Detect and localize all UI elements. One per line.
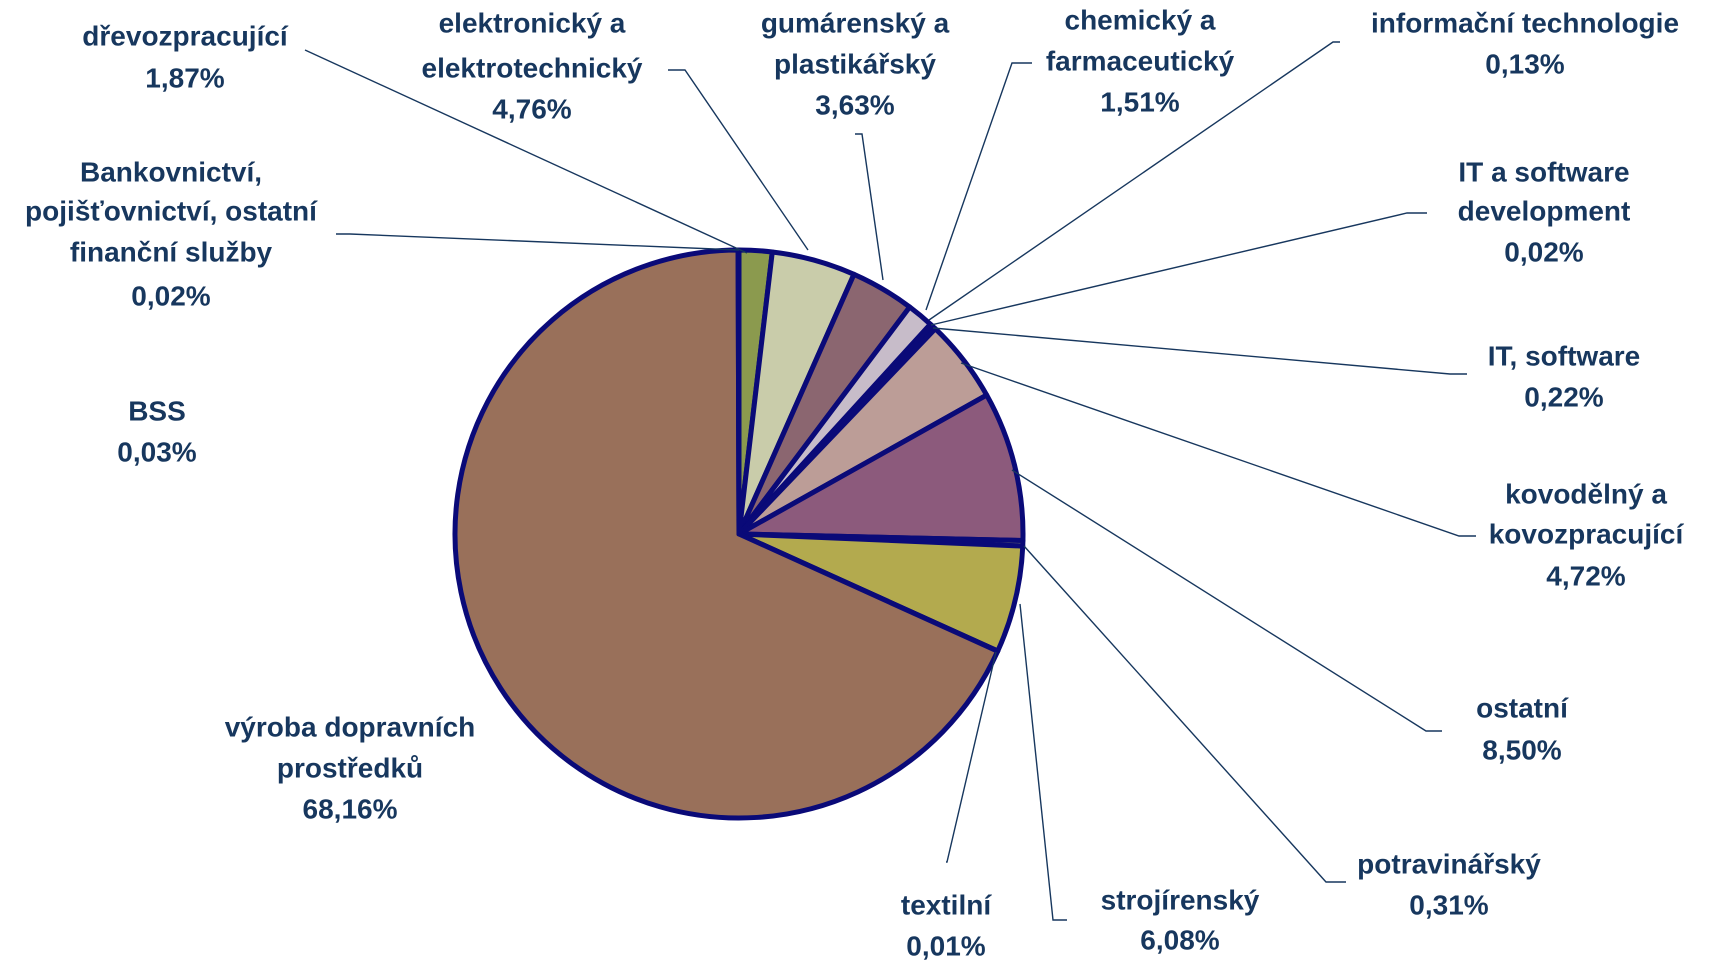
slice-value-label: 0,31% (1409, 889, 1488, 920)
slice-name-label: development (1458, 195, 1631, 226)
leader-line (855, 133, 884, 281)
slice-name-label: farmaceutický (1046, 45, 1235, 76)
slice-name-label: výroba dopravních (225, 711, 476, 742)
slice-value-label: 4,76% (492, 93, 571, 124)
pie-slice-9 (736, 392, 1026, 544)
slice-value-label: 1,87% (145, 62, 224, 93)
leader-line (304, 49, 748, 254)
slice-name-label: kovodělný a (1505, 478, 1667, 509)
leader-line (930, 212, 1427, 326)
slice-name-label: kovozpracující (1489, 518, 1685, 549)
slice-name-label: BSS (128, 395, 186, 426)
slice-value-label: 4,72% (1546, 560, 1625, 591)
slice-name-label: informační technologie (1371, 7, 1679, 38)
leader-line (668, 69, 809, 251)
slice-name-label: ostatní (1476, 692, 1569, 723)
slice-name-label: textilní (901, 889, 992, 920)
slice-value-label: 6,08% (1140, 924, 1219, 955)
leader-line (925, 62, 1032, 311)
slice-value-label: 0,02% (1504, 236, 1583, 267)
slice-value-label: 3,63% (815, 89, 894, 120)
slice-value-label: 8,50% (1482, 734, 1561, 765)
slice-name-label: finanční služby (70, 236, 273, 267)
leader-line (1023, 545, 1346, 883)
slice-name-label: potravinářský (1357, 848, 1541, 879)
leader-line (1011, 469, 1442, 732)
slice-name-label: prostředků (277, 752, 423, 783)
slice-value-label: 68,16% (303, 793, 398, 824)
leader-line (1019, 603, 1067, 921)
slice-value-label: 0,03% (117, 436, 196, 467)
slice-labels: dřevozpracující 1,87% elektronický a elektr… (25, 4, 1684, 961)
leader-lines (304, 41, 1476, 921)
leader-line (928, 41, 1340, 321)
slice-name-label: strojírenský (1101, 884, 1260, 915)
slice-name-label: dřevozpracující (82, 20, 289, 51)
slice-name-label: chemický a (1065, 4, 1216, 35)
slice-name-label: gumárenský a (761, 7, 950, 38)
leader-line (336, 233, 740, 251)
slice-value-label: 0,02% (131, 280, 210, 311)
slice-value-label: 0,01% (906, 930, 985, 961)
pie-slices (452, 247, 1026, 821)
slice-name-label: IT, software (1488, 340, 1640, 371)
pie-slice-13 (452, 247, 1001, 821)
slice-name-label: elektrotechnický (422, 52, 643, 83)
slice-name-label: IT a software (1458, 156, 1629, 187)
slice-name-label: pojišťovnictví, ostatní (25, 195, 318, 226)
slice-value-label: 0,22% (1524, 381, 1603, 412)
slice-name-label: plastikářský (774, 48, 936, 79)
leader-line (960, 362, 1476, 537)
leader-line (932, 327, 1467, 375)
slice-name-label: elektronický a (439, 7, 626, 38)
slice-name-label: Bankovnictví, (80, 156, 262, 187)
slice-value-label: 0,13% (1485, 48, 1564, 79)
leader-line (946, 651, 997, 863)
slice-value-label: 1,51% (1100, 86, 1179, 117)
